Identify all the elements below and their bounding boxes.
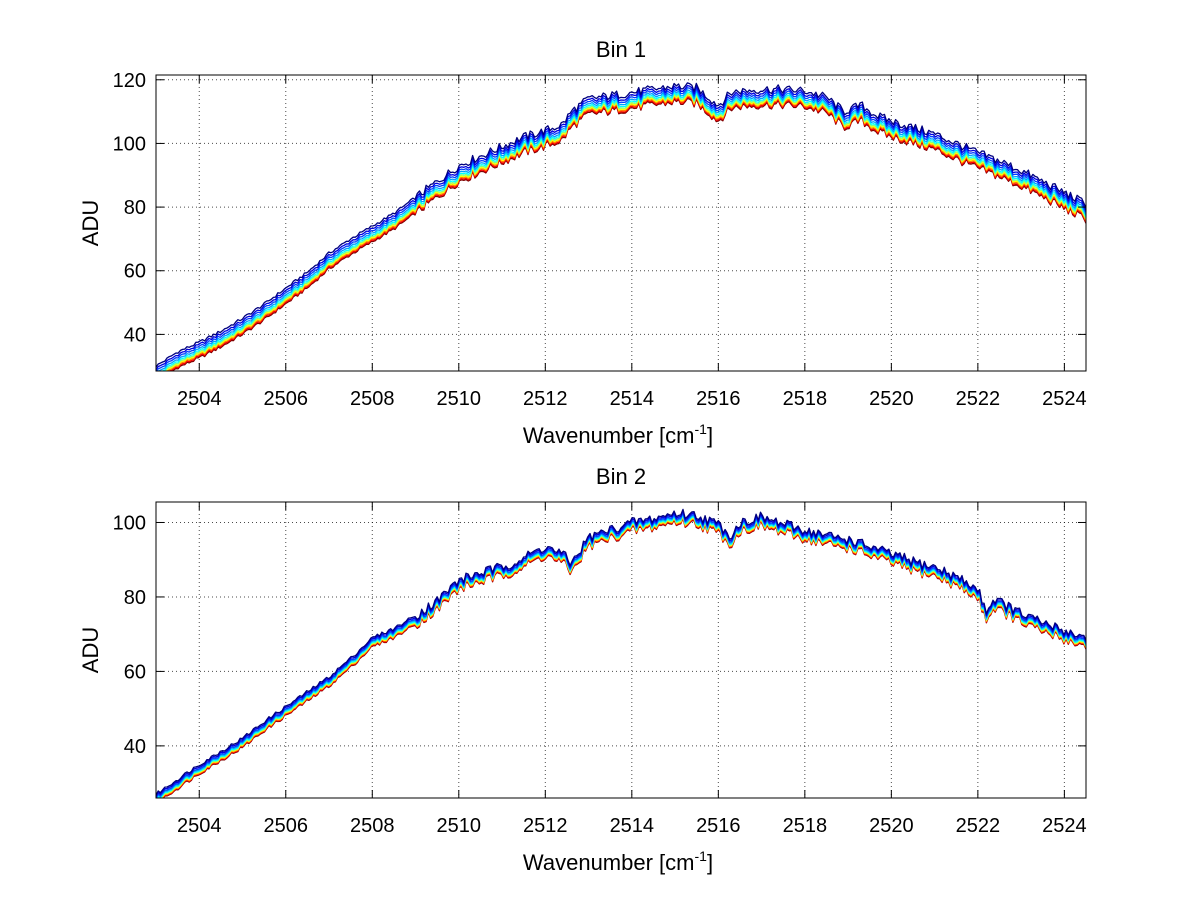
x-tick-label: 2522 xyxy=(956,815,1001,837)
x-tick-label: 2522 xyxy=(956,388,1001,410)
y-tick-label: 80 xyxy=(124,587,146,609)
x-tick-label: 2518 xyxy=(783,388,828,410)
series-line xyxy=(157,89,1086,371)
y-tick-label: 100 xyxy=(113,133,146,155)
x-tick-label: 2508 xyxy=(350,815,395,837)
series-group xyxy=(156,508,1086,798)
series-line xyxy=(166,95,1086,371)
x-axis-title-main: Wavenumber [cm xyxy=(523,850,695,875)
axes-frame xyxy=(155,74,1087,372)
x-tick-label: 2504 xyxy=(177,388,222,410)
x-tick-label: 2512 xyxy=(523,815,568,837)
series-line xyxy=(167,96,1086,371)
chart-title: Bin 2 xyxy=(596,464,646,489)
series-line xyxy=(170,97,1086,371)
plot-area xyxy=(155,74,1087,372)
x-axis-title-main: Wavenumber [cm xyxy=(523,423,695,448)
series-line xyxy=(156,87,1086,371)
x-tick-label: 2520 xyxy=(869,388,914,410)
series-group xyxy=(156,82,1086,371)
x-tick-label: 2514 xyxy=(610,388,655,410)
x-tick-label: 2524 xyxy=(1042,815,1087,837)
y-tick-label: 120 xyxy=(113,70,146,92)
x-tick-label: 2506 xyxy=(264,815,309,837)
series-line xyxy=(164,92,1086,371)
x-axis-title: Wavenumber [cm-1] xyxy=(523,848,713,875)
series-line xyxy=(156,82,1086,368)
x-axis-title-suffix: ] xyxy=(707,423,713,448)
chart-title: Bin 1 xyxy=(596,37,646,62)
axes-frame xyxy=(155,501,1087,799)
x-tick-label: 2516 xyxy=(696,815,741,837)
x-tick-label: 2508 xyxy=(350,388,395,410)
y-tick-label: 40 xyxy=(124,736,146,758)
y-axis-title: ADU xyxy=(78,627,103,673)
series-line xyxy=(156,508,1086,796)
x-axis-title-sup: -1 xyxy=(695,421,708,437)
series-line xyxy=(165,94,1086,371)
y-tick-label: 40 xyxy=(124,324,146,346)
series-line xyxy=(160,91,1086,371)
y-tick-label: 100 xyxy=(113,512,146,534)
x-tick-label: 2510 xyxy=(437,815,482,837)
chart-panel-1: 2504 2506 2508 2510 2512 2514 2516 2518 2520 2522… xyxy=(78,37,1087,448)
x-axis-title-suffix: ] xyxy=(707,850,713,875)
x-tick-label: 2514 xyxy=(610,815,655,837)
x-tick-label: 2520 xyxy=(869,815,914,837)
series-line xyxy=(156,510,1086,797)
y-tick-label: 60 xyxy=(124,661,146,683)
x-tick-label: 2516 xyxy=(696,388,741,410)
x-tick-label: 2504 xyxy=(177,815,222,837)
y-tick-label: 60 xyxy=(124,261,146,283)
series-line xyxy=(156,84,1086,371)
chart-panel-2: 2504 2506 2508 2510 2512 2514 2516 2518 2520 2522… xyxy=(78,464,1087,875)
y-tick-label: 80 xyxy=(124,197,146,219)
x-tick-label: 2512 xyxy=(523,388,568,410)
x-axis-title-sup: -1 xyxy=(695,848,708,864)
y-axis-title: ADU xyxy=(78,200,103,246)
x-tick-label: 2518 xyxy=(783,815,828,837)
plot-area xyxy=(155,501,1087,799)
series-line xyxy=(156,511,1086,798)
x-tick-label: 2510 xyxy=(437,388,482,410)
x-tick-label: 2506 xyxy=(264,388,309,410)
x-tick-label: 2524 xyxy=(1042,388,1087,410)
x-axis-title: Wavenumber [cm-1] xyxy=(523,421,713,448)
